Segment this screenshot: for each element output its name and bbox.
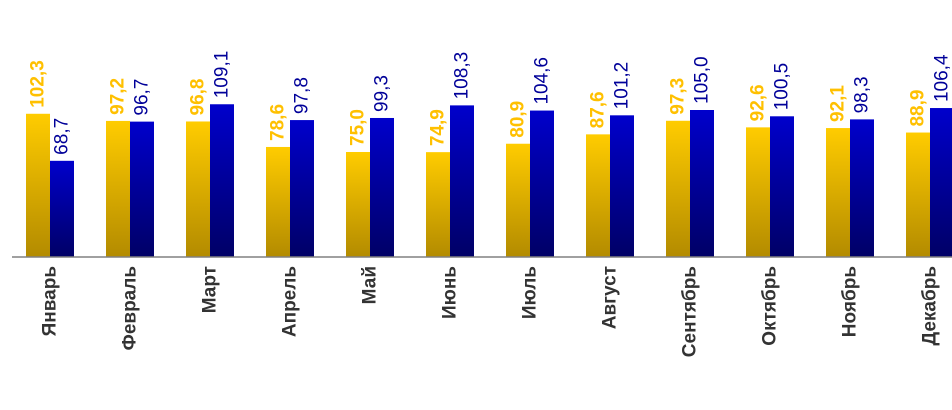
x-tick-label: Июль xyxy=(520,266,541,319)
bar-series-b xyxy=(850,119,874,257)
bar-series-a xyxy=(186,121,210,257)
data-label-series-a: 92,1 xyxy=(828,85,849,122)
bar-series-a xyxy=(346,152,370,257)
data-label-series-a: 102,3 xyxy=(28,60,49,108)
data-label-series-b: 97,8 xyxy=(292,77,313,114)
data-label-series-a: 78,6 xyxy=(268,104,289,141)
bar-series-b xyxy=(130,121,154,258)
data-label-series-b: 109,1 xyxy=(212,51,233,99)
data-label-series-b: 98,3 xyxy=(852,76,873,113)
x-tick-label: Апрель xyxy=(280,266,301,337)
data-label-series-b: 68,7 xyxy=(52,118,73,155)
bar-series-b xyxy=(610,115,634,257)
data-label-series-b: 105,0 xyxy=(692,56,713,104)
bar-series-b xyxy=(530,110,554,257)
bar-series-a xyxy=(506,143,530,257)
data-label-series-a: 96,8 xyxy=(188,78,209,115)
data-label-series-a: 80,9 xyxy=(508,101,529,138)
bar-series-b xyxy=(370,117,394,257)
bar-series-b xyxy=(50,160,74,257)
bar-series-a xyxy=(586,134,610,257)
data-label-series-a: 97,3 xyxy=(668,78,689,115)
bar-series-a xyxy=(746,127,770,257)
bar-series-b xyxy=(450,105,474,257)
data-label-series-a: 74,9 xyxy=(428,109,449,146)
bar-series-a xyxy=(826,128,850,257)
data-label-series-a: 97,2 xyxy=(108,78,129,115)
x-tick-label: Ноябрь xyxy=(840,266,861,337)
bar-series-a xyxy=(666,120,690,257)
x-tick-label: Август xyxy=(600,266,621,329)
x-tick-label: Январь xyxy=(40,266,61,336)
bar-series-b xyxy=(290,120,314,257)
data-label-series-b: 100,5 xyxy=(772,63,793,111)
bar-series-a xyxy=(26,113,50,257)
bar-series-b xyxy=(210,104,234,257)
bar-series-a xyxy=(106,120,130,257)
data-label-series-b: 106,4 xyxy=(932,54,952,102)
data-label-series-b: 108,3 xyxy=(452,52,473,100)
x-tick-label: Июнь xyxy=(440,266,461,319)
bar-series-b xyxy=(770,116,794,257)
data-label-series-b: 96,7 xyxy=(132,79,153,116)
x-tick-label: Декабрь xyxy=(920,266,941,345)
bar-series-a xyxy=(266,146,290,257)
data-label-series-a: 75,0 xyxy=(348,109,369,146)
data-label-series-a: 87,6 xyxy=(588,91,609,128)
value-labels-layer: 102,368,7 97,2 96,7 96,8 109,1 78,697,8 75,099… xyxy=(28,51,952,155)
bars-layer xyxy=(26,104,952,258)
x-tick-label: Май xyxy=(360,266,381,304)
x-tick-label: Февраль xyxy=(120,266,141,350)
data-label-series-a: 92,6 xyxy=(748,84,769,121)
bar-series-b xyxy=(930,108,952,257)
bar-series-a xyxy=(426,152,450,257)
bar-series-b xyxy=(690,110,714,257)
data-label-series-b: 101,2 xyxy=(612,62,633,110)
category-labels-layer: Январь Февраль Март Апрель Май Июнь Июль Август… xyxy=(40,266,941,357)
data-label-series-b: 104,6 xyxy=(532,57,553,105)
x-tick-label: Сентябрь xyxy=(680,266,701,357)
data-label-series-a: 88,9 xyxy=(908,90,929,127)
x-tick-label: Март xyxy=(200,266,221,313)
bar-series-a xyxy=(906,132,930,257)
x-tick-label: Октябрь xyxy=(760,266,781,346)
data-label-series-b: 99,3 xyxy=(372,75,393,112)
